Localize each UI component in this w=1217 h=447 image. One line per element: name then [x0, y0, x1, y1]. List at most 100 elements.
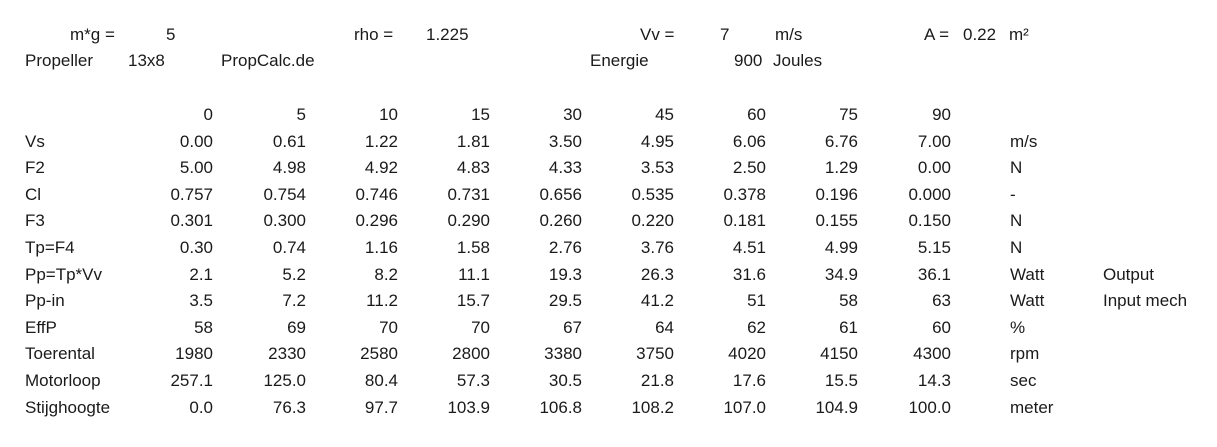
- table-cell: 0.301: [170, 211, 213, 231]
- row-label: EffP: [25, 317, 57, 337]
- table-cell: 7.2: [282, 291, 306, 311]
- propeller-label: Propeller: [25, 51, 94, 70]
- table-cell: 3.53: [640, 158, 674, 178]
- row-label: Cl: [25, 184, 42, 204]
- table-cell: 30.5: [548, 371, 582, 390]
- table-cell: 70: [471, 317, 490, 337]
- table-cell: 2580: [360, 344, 398, 364]
- table-cell: 0.296: [355, 211, 398, 231]
- table-cell: 15.5: [824, 371, 858, 390]
- table-cell: 62: [747, 317, 766, 337]
- table-cell: 1980: [175, 344, 213, 364]
- table-cell: 6.06: [732, 131, 766, 151]
- angle-header-cell: 75: [839, 105, 858, 124]
- table-cell: 4.92: [364, 158, 398, 178]
- table-cell: 103.9: [447, 397, 490, 417]
- table-cell: 0.00: [917, 158, 951, 178]
- mg-label: m*g =: [70, 25, 115, 44]
- table-cell: 4300: [913, 344, 951, 364]
- table-cell: 8.2: [374, 264, 398, 284]
- table-cell: 76.3: [272, 397, 306, 417]
- table-cell: 3750: [636, 344, 674, 364]
- table-cell: 2.50: [732, 158, 766, 178]
- mg-value: 5: [166, 25, 176, 44]
- table-cell: 29.5: [548, 291, 582, 311]
- table-cell: 0.181: [723, 211, 766, 231]
- table-cell: 257.1: [170, 371, 213, 390]
- angle-header-cell: 5: [296, 105, 306, 124]
- table-cell: 0.00: [179, 131, 213, 151]
- row-unit: N: [1010, 238, 1023, 257]
- energie-value: 900: [734, 51, 763, 70]
- table-cell: 0.61: [272, 131, 306, 151]
- angle-header-cell: 0: [203, 105, 213, 124]
- table-cell: 11.1: [458, 264, 490, 284]
- table-cell: 4.98: [272, 158, 306, 178]
- table-cell: 107.0: [723, 397, 766, 417]
- row-unit: N: [1010, 211, 1023, 231]
- row-unit: %: [1010, 317, 1026, 337]
- row-unit: -: [1010, 184, 1016, 204]
- table-cell: 0.260: [539, 211, 582, 231]
- row-label: Stijghoogte: [25, 397, 111, 417]
- area-unit: m²: [1009, 25, 1029, 44]
- table-cell: 2330: [268, 344, 306, 364]
- table-cell: 0.378: [723, 184, 766, 204]
- table-cell: 67: [563, 317, 582, 337]
- table-cell: 0.155: [815, 211, 858, 231]
- table-cell: 63: [932, 291, 951, 311]
- table-cell: 51: [747, 291, 766, 311]
- table-cell: 100.0: [908, 397, 951, 417]
- rho-label: rho =: [354, 25, 394, 44]
- table-cell: 97.7: [364, 397, 398, 417]
- table-cell: 4150: [820, 344, 858, 364]
- table-cell: 0.757: [170, 184, 213, 204]
- row-label: Tp=F4: [25, 238, 75, 257]
- vv-label: Vv =: [640, 25, 675, 44]
- table-cell: 80.4: [364, 371, 398, 390]
- table-cell: 1.22: [364, 131, 398, 151]
- table-cell: 64: [655, 317, 674, 337]
- row-label: Pp-in: [25, 291, 65, 311]
- table-cell: 2.1: [189, 264, 213, 284]
- table-cell: 41.2: [640, 291, 674, 311]
- table-cell: 19.3: [548, 264, 582, 284]
- table-cell: 1.58: [456, 238, 490, 257]
- table-cell: 11.2: [366, 291, 398, 311]
- table-cell: 0.535: [631, 184, 674, 204]
- table-cell: 0.754: [263, 184, 306, 204]
- area-label: A =: [924, 25, 950, 44]
- table-cell: 58: [839, 291, 858, 311]
- energie-unit: Joules: [773, 51, 823, 70]
- row-note: Input mech: [1103, 291, 1188, 311]
- table-cell: 5.00: [179, 158, 213, 178]
- table-cell: 1.81: [456, 131, 490, 151]
- table-cell: 15.7: [456, 291, 490, 311]
- table-cell: 58: [194, 317, 213, 337]
- table-cell: 36.1: [917, 264, 951, 284]
- angle-header-cell: 15: [471, 105, 490, 124]
- table-cell: 4.51: [732, 238, 766, 257]
- row-note: Output: [1103, 264, 1155, 284]
- table-cell: 5.2: [282, 264, 306, 284]
- table-cell: 0.74: [272, 238, 306, 257]
- energie-label: Energie: [590, 51, 649, 70]
- table-cell: 4.95: [640, 131, 674, 151]
- table-cell: 4.99: [824, 238, 858, 257]
- area-value: 0.22: [963, 25, 997, 44]
- angle-header-cell: 60: [747, 105, 766, 124]
- row-unit: meter: [1010, 397, 1054, 417]
- row-label: Pp=Tp*Vv: [25, 264, 103, 284]
- table-cell: 6.76: [824, 131, 858, 151]
- row-label: Vs: [25, 131, 45, 151]
- table-cell: 0.656: [539, 184, 582, 204]
- row-unit: rpm: [1010, 344, 1040, 364]
- table-cell: 0.300: [263, 211, 306, 231]
- table-cell: 0.0: [189, 397, 213, 417]
- vv-value: 7: [720, 25, 730, 44]
- row-label: F2: [25, 158, 45, 178]
- row-unit: Watt: [1010, 291, 1045, 311]
- row-label: Toerental: [25, 344, 95, 364]
- table-cell: 0.000: [908, 184, 951, 204]
- table-cell: 3.50: [548, 131, 582, 151]
